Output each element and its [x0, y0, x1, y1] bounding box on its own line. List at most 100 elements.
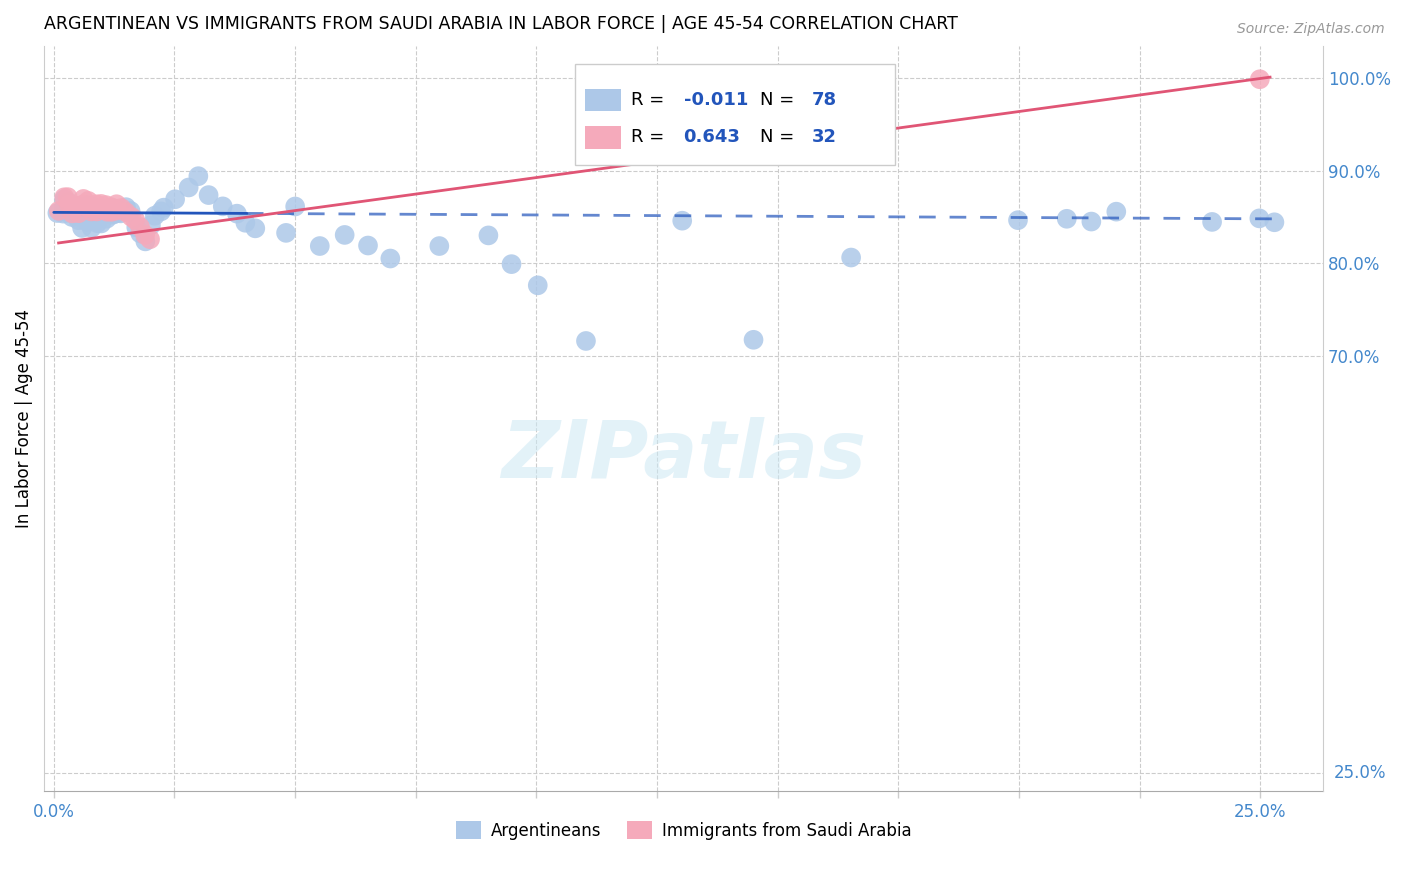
Point — [124, 212, 146, 227]
Point — [104, 206, 127, 220]
Point — [80, 201, 103, 215]
Point — [105, 202, 128, 216]
Point — [120, 210, 142, 224]
Text: 0.643: 0.643 — [683, 128, 741, 146]
Point — [101, 202, 124, 216]
Point — [67, 207, 90, 221]
Point — [427, 239, 450, 253]
Point — [59, 205, 82, 219]
Point — [177, 180, 200, 194]
Point — [60, 210, 83, 224]
Point — [60, 205, 83, 219]
Point — [96, 204, 118, 219]
Point — [53, 201, 76, 215]
Y-axis label: In Labor Force | Age 45-54: In Labor Force | Age 45-54 — [15, 309, 32, 528]
Point — [134, 227, 156, 242]
Point — [67, 213, 90, 227]
Point — [96, 211, 118, 226]
Point — [77, 194, 100, 208]
Point — [120, 204, 142, 219]
Text: ARGENTINEAN VS IMMIGRANTS FROM SAUDI ARABIA IN LABOR FORCE | AGE 45-54 CORRELATI: ARGENTINEAN VS IMMIGRANTS FROM SAUDI ARA… — [44, 15, 957, 33]
Text: 25.0%: 25.0% — [1333, 764, 1386, 781]
Point — [80, 201, 103, 215]
Point — [94, 198, 117, 212]
Point — [284, 199, 307, 213]
Point — [72, 192, 94, 206]
Text: -0.011: -0.011 — [683, 91, 748, 109]
Point — [1007, 213, 1029, 227]
Text: R =: R = — [631, 91, 671, 109]
Point — [150, 204, 173, 219]
Point — [274, 226, 297, 240]
FancyBboxPatch shape — [575, 64, 894, 165]
Point — [58, 194, 80, 209]
Point — [115, 200, 138, 214]
Point — [86, 197, 108, 211]
Point — [129, 227, 152, 241]
Point — [70, 221, 93, 235]
Point — [76, 215, 98, 229]
Point — [90, 202, 112, 217]
Point — [72, 197, 94, 211]
Point — [114, 205, 136, 219]
Point — [75, 206, 97, 220]
Point — [66, 204, 89, 219]
Point — [839, 251, 862, 265]
Point — [197, 188, 219, 202]
Point — [575, 334, 598, 348]
Point — [48, 203, 70, 218]
Point — [139, 232, 162, 246]
Point — [76, 204, 98, 219]
Point — [333, 227, 356, 242]
Point — [104, 203, 127, 218]
Text: R =: R = — [631, 128, 671, 146]
Point — [211, 199, 233, 213]
Text: N =: N = — [761, 128, 800, 146]
Point — [1201, 215, 1223, 229]
Point — [66, 199, 89, 213]
Point — [380, 252, 402, 266]
Point — [52, 206, 75, 220]
FancyBboxPatch shape — [585, 89, 621, 112]
Point — [77, 198, 100, 212]
Point — [53, 192, 76, 206]
Point — [100, 204, 122, 219]
Point — [153, 201, 176, 215]
Point — [110, 206, 132, 220]
Point — [143, 209, 166, 223]
FancyBboxPatch shape — [585, 126, 621, 149]
Point — [105, 197, 128, 211]
Point — [91, 208, 114, 222]
Text: ZIPatlas: ZIPatlas — [501, 417, 866, 495]
Point — [235, 216, 257, 230]
Point — [53, 190, 76, 204]
Point — [80, 204, 103, 219]
Point — [125, 220, 148, 235]
Text: 78: 78 — [811, 91, 837, 109]
Point — [1263, 215, 1285, 229]
Text: 32: 32 — [811, 128, 837, 146]
Point — [357, 238, 380, 252]
Point — [66, 199, 89, 213]
Point — [501, 257, 523, 271]
Point — [62, 199, 84, 213]
Point — [245, 221, 267, 235]
Point — [139, 219, 162, 233]
Point — [226, 207, 249, 221]
Point — [110, 201, 132, 215]
Text: N =: N = — [761, 91, 800, 109]
Point — [1105, 204, 1128, 219]
Point — [129, 219, 152, 234]
Point — [308, 239, 330, 253]
Point — [87, 211, 110, 225]
Point — [56, 190, 79, 204]
Point — [60, 206, 83, 220]
Point — [80, 220, 103, 235]
Point — [1080, 214, 1102, 228]
Point — [58, 200, 80, 214]
Point — [165, 192, 187, 206]
Point — [86, 204, 108, 219]
Point — [134, 235, 156, 249]
Point — [77, 209, 100, 223]
Point — [91, 202, 114, 217]
